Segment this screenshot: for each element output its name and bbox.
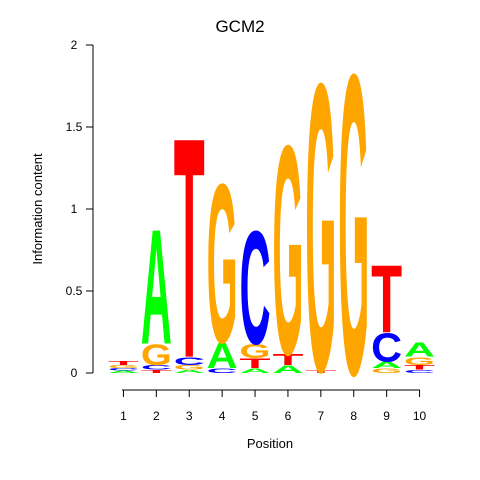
logo-letter-T: T (272, 351, 303, 369)
logo-letter-T: T (240, 356, 271, 371)
logo-letter-A: A (272, 363, 303, 376)
logo-letter-A: A (240, 367, 271, 375)
x-tick-label: 3 (186, 409, 193, 423)
logo-letter-A: A (108, 370, 139, 374)
y-tick-label: 2 (71, 38, 78, 52)
x-tick-label: 7 (318, 409, 325, 423)
y-tick-label: 0.5 (66, 284, 83, 298)
logo-letter-A: A (404, 339, 435, 361)
logo-letter-C: C (404, 369, 435, 374)
y-axis: 0 0.5 1 1.5 2 (66, 38, 94, 380)
logo-letter-A: A (371, 360, 402, 370)
logo-letter-G: G (272, 84, 303, 418)
x-tick-label: 8 (350, 409, 357, 423)
logo-letter-C: C (108, 368, 139, 372)
y-tick-label: 1.5 (66, 120, 83, 134)
logo-letter-C: C (174, 355, 205, 368)
logo-letter-C: C (371, 325, 402, 371)
logo-letter-G: G (305, 0, 336, 457)
x-tick-label: 1 (120, 409, 127, 423)
y-tick-label: 0 (71, 366, 78, 380)
logo-letter-G: G (207, 137, 238, 391)
logo-letter-A: A (174, 369, 205, 374)
logo-letter-G: G (404, 355, 435, 367)
logo-letter-G: G (174, 364, 205, 372)
x-tick-label: 5 (252, 409, 259, 423)
x-tick-label: 4 (219, 409, 226, 423)
logo-letter-T: T (108, 360, 139, 366)
logo-letter-T: T (141, 369, 172, 374)
y-axis-label: Information content (30, 153, 45, 265)
logo-letter-G: G (338, 0, 369, 465)
logo-letter-T: T (371, 246, 402, 354)
logo-letter-C: C (240, 199, 271, 379)
logo-letter-T: T (305, 369, 336, 374)
logo-letter-C: C (141, 364, 172, 372)
logo-letter-T: T (404, 364, 435, 372)
x-tick-label: 9 (383, 409, 390, 423)
x-axis: 1 2 3 4 5 6 7 8 9 10 (120, 389, 427, 423)
logo-letter-C: C (207, 367, 238, 375)
logo-letter-T: T (174, 72, 205, 424)
x-tick-label: 2 (153, 409, 160, 423)
logo-letter-A: A (207, 336, 238, 376)
logo-letter-G: G (108, 364, 139, 369)
logo-letter-G: G (240, 340, 271, 363)
x-axis-label: Position (247, 436, 293, 451)
x-tick-label: 10 (413, 409, 427, 423)
logo-letter-G: G (141, 339, 172, 372)
logo-letter-A: A (141, 196, 172, 379)
y-tick-label: 1 (71, 202, 78, 216)
x-tick-label: 6 (285, 409, 292, 423)
chart-title: GCM2 (215, 17, 264, 36)
logo-letter-G: G (371, 367, 402, 375)
